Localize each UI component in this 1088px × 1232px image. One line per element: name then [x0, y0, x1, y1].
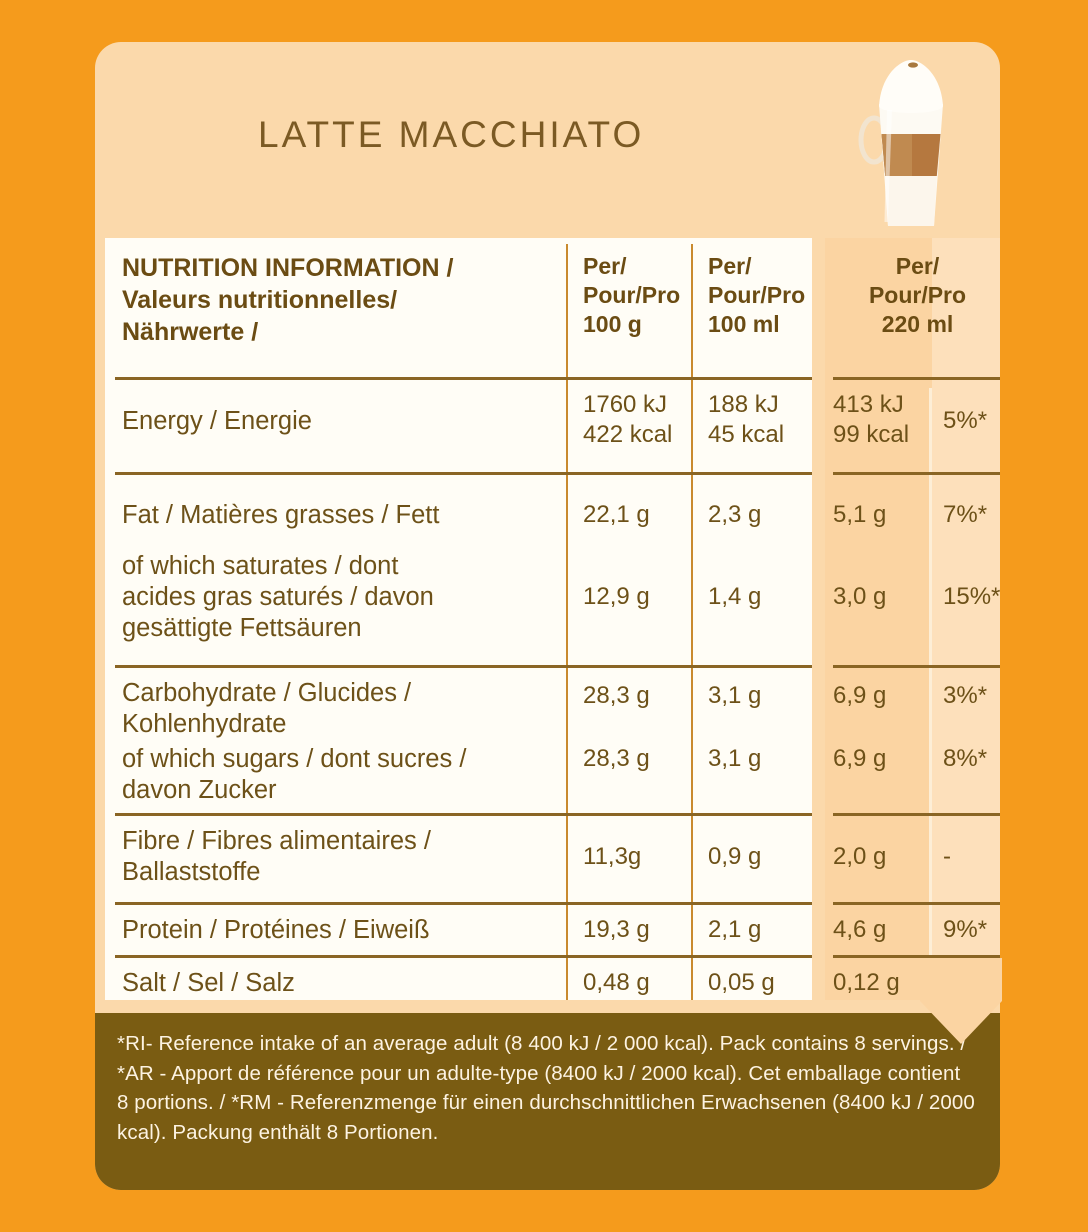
header-220ml-line-2: Pour/Pro [868, 282, 967, 308]
fibre-per-220ml: 2,0 g [833, 843, 887, 870]
sugars-ri-220ml: 8%* [943, 745, 988, 772]
energy-100ml-kcal: 45 kcal [708, 421, 785, 448]
protein-per-220ml: 4,6 g [833, 916, 887, 943]
energy-100ml-kj: 188 kJ [708, 391, 779, 418]
header-100g-line-2: Pour/Pro [583, 282, 681, 308]
carbohydrate-per-220ml: 6,9 g [833, 682, 887, 709]
column-divider-100ml [691, 244, 693, 1000]
salt-per-220ml: 0,12 g [833, 969, 900, 996]
fibre-per-100ml: 0,9 g [708, 843, 762, 870]
rule-under-energy-serving [833, 472, 1000, 475]
fibre-label-line-1: Fibre / Fibres alimentaires / [122, 827, 431, 855]
nutrition-table: NUTRITION INFORMATION / Valeurs nutritio… [105, 238, 1000, 1000]
energy-per-100g: 1760 kJ 422 kcal [583, 390, 698, 450]
protein-per-100ml: 2,1 g [708, 916, 762, 943]
rule-under-fat-section [115, 665, 812, 668]
rule-under-header [115, 377, 812, 380]
carbohydrate-label-line-1: Carbohydrate / Glucides / [122, 679, 412, 707]
reference-intake-footnote: *RI- Reference intake of an average adul… [117, 1032, 975, 1144]
carbohydrate-per-100g: 28,3 g [583, 682, 650, 709]
title-zone: LATTE MACCHIATO [95, 42, 1000, 238]
sugars-label-line-2: davon Zucker [122, 776, 277, 804]
rule-under-protein [115, 955, 812, 958]
saturates-label-line-2: acides gras saturés / davon [122, 583, 434, 611]
energy-ri-220ml: 5%* [943, 407, 988, 434]
header-per-100g: Per/ Pour/Pro 100 g [583, 252, 698, 339]
carbohydrate-label-line-2: Kohlenhydrate [122, 710, 287, 738]
energy-220ml-kj: 413 kJ [833, 391, 904, 418]
row-label-salt: Salt / Sel / Salz [122, 968, 562, 999]
fibre-ri-220ml: - [943, 843, 951, 870]
fat-per-100ml: 2,3 g [708, 501, 762, 528]
saturates-label-line-3: gesättigte Fettsäuren [122, 614, 362, 642]
row-label-saturates: of which saturates / dont acides gras sa… [122, 551, 562, 644]
rule-under-fibre [115, 902, 812, 905]
saturates-label-line-1: of which saturates / dont [122, 552, 399, 580]
sugars-per-100g: 28,3 g [583, 745, 650, 772]
fibre-label-line-2: Ballaststoffe [122, 858, 261, 886]
energy-per-220ml: 413 kJ 99 kcal [833, 390, 933, 450]
page-title: LATTE MACCHIATO [258, 114, 645, 155]
fat-per-100g: 22,1 g [583, 501, 650, 528]
protein-label: Protein / Protéines / Eiweiß [122, 916, 430, 944]
rule-under-carb-section [115, 813, 812, 816]
sugars-per-100ml: 3,1 g [708, 745, 762, 772]
header-100g-line-3: 100 g [583, 311, 642, 337]
header-nutrition-label: NUTRITION INFORMATION / Valeurs nutritio… [122, 252, 572, 348]
rule-under-carb-section-serving [833, 813, 1000, 816]
protein-ri-220ml: 9%* [943, 916, 988, 943]
header-220ml-line-1: Per/ [895, 253, 940, 279]
fat-label: Fat / Matières grasses / Fett [122, 501, 440, 529]
row-label-fibre: Fibre / Fibres alimentaires / Ballaststo… [122, 826, 562, 888]
header-per-220ml: Per/ Pour/Pro 220 ml [825, 252, 1000, 339]
header-label-line-1: NUTRITION INFORMATION / [122, 254, 454, 282]
serving-ri-column-area [932, 238, 1000, 1000]
energy-label: Energy / Energie [122, 407, 312, 435]
sugars-label-line-1: of which sugars / dont sucres / [122, 745, 467, 773]
row-label-protein: Protein / Protéines / Eiweiß [122, 915, 562, 946]
rule-under-fibre-serving [833, 902, 1000, 905]
saturates-per-100ml: 1,4 g [708, 583, 762, 610]
rule-under-protein-serving [833, 955, 1000, 958]
energy-100g-kj: 1760 kJ [583, 391, 668, 418]
salt-per-100ml: 0,05 g [708, 969, 775, 996]
row-label-fat: Fat / Matières grasses / Fett [122, 500, 562, 531]
saturates-ri-220ml: 15%* [943, 583, 1000, 610]
fat-per-220ml: 5,1 g [833, 501, 887, 528]
fibre-per-100g: 11,3g [583, 843, 642, 870]
row-label-carbohydrate: Carbohydrate / Glucides / Kohlenhydrate [122, 678, 562, 740]
header-220ml-line-3: 220 ml [881, 311, 954, 337]
header-100ml-line-3: 100 ml [708, 311, 780, 337]
footnote-band: *RI- Reference intake of an average adul… [95, 1013, 1000, 1190]
table-white-area [105, 238, 812, 1000]
energy-220ml-kcal: 99 kcal [833, 421, 910, 448]
fat-ri-220ml: 7%* [943, 501, 988, 528]
protein-per-100g: 19,3 g [583, 916, 650, 943]
latte-macchiato-glass-icon [858, 60, 943, 226]
carbohydrate-ri-220ml: 3%* [943, 682, 988, 709]
column-divider-100g [566, 244, 568, 1000]
header-100ml-line-2: Pour/Pro [708, 282, 806, 308]
header-100ml-line-1: Per/ [708, 253, 752, 279]
salt-label: Salt / Sel / Salz [122, 969, 295, 997]
saturates-per-100g: 12,9 g [583, 583, 650, 610]
product-card: LATTE MACCHIATO [95, 42, 1000, 1190]
header-100g-line-1: Per/ [583, 253, 627, 279]
header-label-line-2: Valeurs nutritionnelles/ [122, 286, 398, 314]
rule-under-header-serving [833, 377, 1000, 380]
row-label-energy: Energy / Energie [122, 406, 562, 437]
energy-100g-kcal: 422 kcal [583, 421, 673, 448]
carbohydrate-per-100ml: 3,1 g [708, 682, 762, 709]
header-per-100ml: Per/ Pour/Pro 100 ml [708, 252, 818, 339]
rule-under-fat-section-serving [833, 665, 1000, 668]
rule-under-energy [115, 472, 812, 475]
header-label-line-3: Nährwerte / [122, 318, 259, 346]
sugars-per-220ml: 6,9 g [833, 745, 887, 772]
saturates-per-220ml: 3,0 g [833, 583, 887, 610]
column-divider-ri [929, 388, 932, 1000]
energy-per-100ml: 188 kJ 45 kcal [708, 390, 818, 450]
row-label-sugars: of which sugars / dont sucres / davon Zu… [122, 744, 562, 806]
salt-per-100g: 0,48 g [583, 969, 650, 996]
